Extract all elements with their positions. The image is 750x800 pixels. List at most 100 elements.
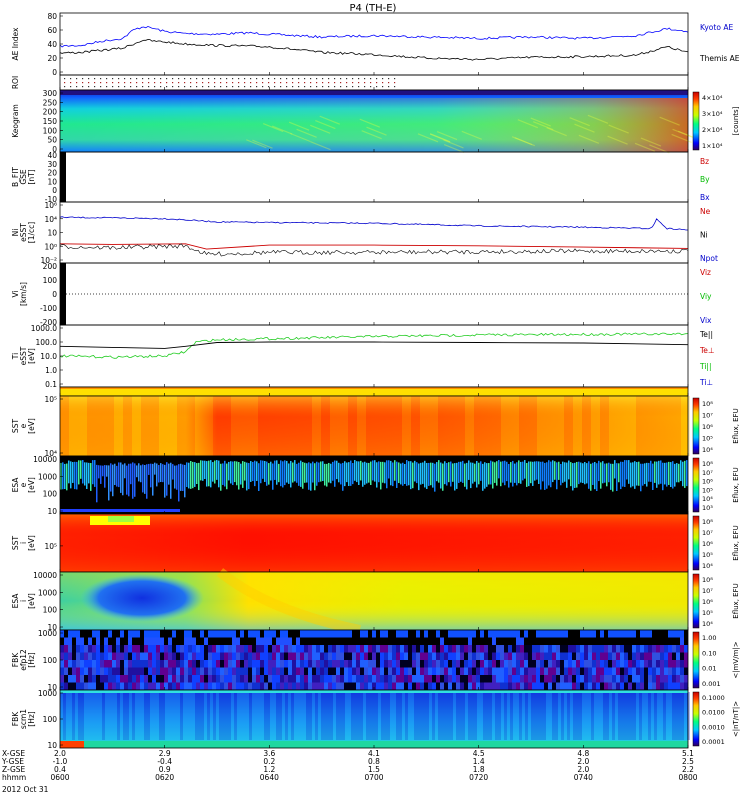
fbk-e-cell [408, 683, 412, 691]
fbk-e-cell [572, 638, 576, 646]
roi-dot [298, 82, 299, 83]
fbk-e-cell [72, 668, 76, 676]
roi-dot [286, 82, 287, 83]
fbk-e-cell [332, 638, 336, 646]
eesa-column [286, 461, 288, 483]
fbk-e-cell [464, 675, 468, 683]
fbk-e-cell [636, 668, 640, 676]
fbk-b-column [180, 692, 183, 740]
fbk-b-column [609, 692, 612, 740]
fbk-e-cell [496, 660, 500, 668]
eesa-column [140, 465, 142, 482]
fbk-e-cell [92, 683, 96, 691]
eesa-column [62, 462, 64, 489]
fbk-e-cell [164, 675, 168, 683]
fbk-e-cell [568, 683, 572, 691]
fbk-e-cell [124, 638, 128, 646]
esst-column [168, 396, 177, 456]
fbk-e-cell [344, 668, 348, 676]
roi-dot [196, 82, 197, 83]
fbk-e-cell [436, 638, 440, 646]
fbk-e-cell [180, 630, 184, 638]
roi-dot [328, 78, 329, 79]
fbk-b-column [405, 692, 408, 740]
roi-dot [112, 78, 113, 79]
fbk-e-cell [192, 660, 196, 668]
roi-dot [202, 86, 203, 87]
ni-frame [60, 202, 688, 263]
fbk-e-cell [176, 683, 180, 691]
keogram-ytick-label: 150 [43, 117, 58, 126]
fbk-b-column [276, 692, 279, 740]
roi-dot [328, 86, 329, 87]
fbk-e-cell [680, 645, 684, 653]
fbk-e-cell [644, 660, 648, 668]
fbk-e-cell [400, 675, 404, 683]
fbk-b-column [366, 692, 369, 740]
fbk-e-cell [200, 675, 204, 683]
fbk-e-cell [456, 653, 460, 661]
roi-dot [244, 86, 245, 87]
fbk-b-column [267, 692, 270, 740]
fbk-e-cell [508, 683, 512, 691]
fbk-e-cell [144, 668, 148, 676]
fbk-e-cell [504, 660, 508, 668]
eesa-column [326, 464, 328, 487]
fbk-e-cell [536, 653, 540, 661]
esst-column [204, 396, 213, 456]
eesa-column [324, 464, 326, 486]
fbk-e-cell [476, 675, 480, 683]
fbk-e-cell [620, 645, 624, 653]
ti-legend-Ti||: Ti|| [699, 362, 712, 371]
fbk-b-column [618, 692, 621, 740]
fbk-e-cell [384, 638, 388, 646]
fbk-e-cell [480, 645, 484, 653]
eesa-column [672, 461, 674, 488]
fbk-b-column [69, 692, 72, 740]
roi-dot [376, 78, 377, 79]
fbk-e-cell [352, 638, 356, 646]
fbk-e-cell [472, 653, 476, 661]
eesa-column [98, 465, 100, 478]
fbk-e-cell [84, 660, 88, 668]
ni-legend-Npot: Npot [700, 254, 718, 263]
eesa-column [520, 462, 522, 484]
fbk-e-cell [316, 675, 320, 683]
fbk-e-cell [360, 638, 364, 646]
fbk-b-column [87, 692, 90, 740]
roi-dot [106, 82, 107, 83]
bfit-legend-Bx: Bx [700, 193, 710, 202]
fbk-e-cell [244, 638, 248, 646]
fbk-b-column [621, 692, 624, 740]
fbk-e-cell [588, 645, 592, 653]
fbk-e-cell [424, 668, 428, 676]
fbk-e-cell [376, 653, 380, 661]
fbk-e-cell [80, 630, 84, 638]
fbk-e-cell [264, 683, 268, 691]
eesa-column [264, 461, 266, 482]
fbk-e-cell [572, 630, 576, 638]
fbk-e-cell [188, 668, 192, 676]
fbk-e-cell [68, 630, 72, 638]
fbk-e-cell [588, 630, 592, 638]
fbk-e-cell [356, 653, 360, 661]
fbk-e-cell [548, 660, 552, 668]
eesa-column [488, 463, 490, 484]
fbk-e-cell [576, 675, 580, 683]
fbk-e-cell [576, 660, 580, 668]
fbk-e-cell [284, 653, 288, 661]
esst-column [330, 396, 339, 456]
roi-dot [160, 86, 161, 87]
fbk-e-cell [104, 630, 108, 638]
eesa-column [646, 463, 648, 487]
fbk-b-column [576, 692, 579, 740]
fbk-e-cell [604, 683, 608, 691]
keogram-cbar-tick: 4×10⁴ [702, 94, 723, 102]
fbk-e-cell [340, 645, 344, 653]
eesa-column [126, 466, 128, 495]
fbk-b-column [492, 692, 495, 740]
fbk-e-cell [372, 675, 376, 683]
fbk-e-cell [232, 645, 236, 653]
fbk_b-ytick-label: 100 [43, 715, 58, 724]
fbk-e-cell [188, 630, 192, 638]
